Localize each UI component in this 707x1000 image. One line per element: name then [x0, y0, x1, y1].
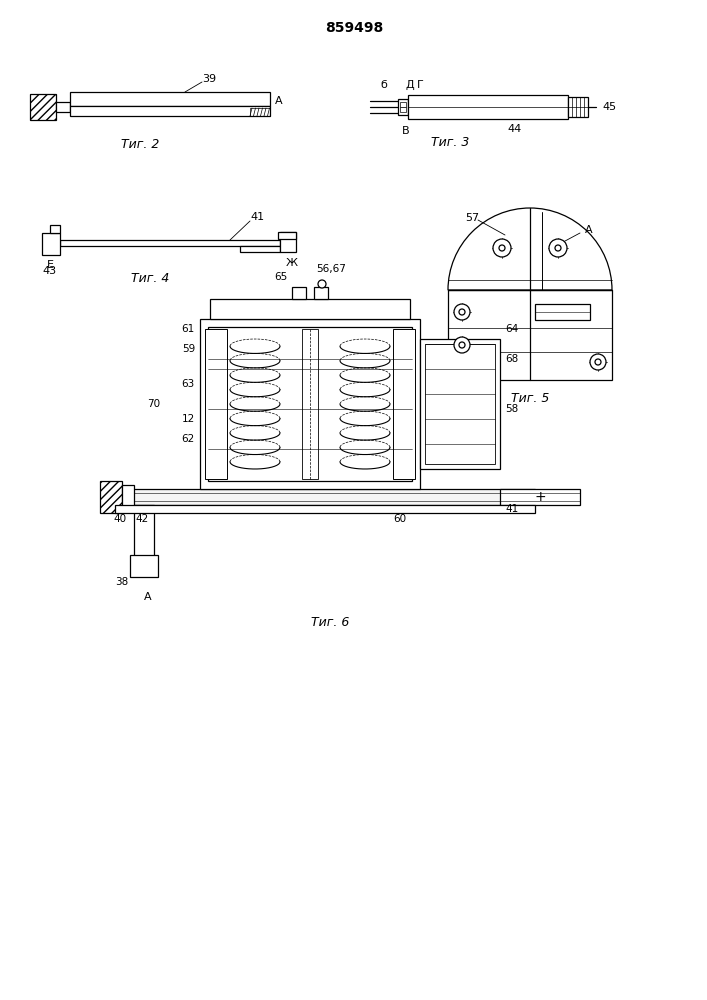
Text: Τиг. 6: Τиг. 6 — [311, 615, 349, 629]
Bar — [134, 505, 154, 557]
Text: 12: 12 — [182, 414, 195, 424]
Circle shape — [499, 245, 505, 251]
Text: Ж: Ж — [286, 258, 298, 268]
Text: В: В — [402, 126, 410, 136]
Text: 68: 68 — [505, 354, 518, 364]
Bar — [280, 232, 296, 252]
Bar — [240, 246, 280, 252]
Circle shape — [318, 280, 326, 288]
Bar — [200, 319, 420, 489]
Bar — [50, 225, 60, 233]
Circle shape — [595, 359, 601, 365]
Text: 70: 70 — [147, 399, 160, 409]
Bar — [278, 232, 296, 239]
Text: Τиг. 3: Τиг. 3 — [431, 136, 469, 149]
Circle shape — [454, 337, 470, 353]
Bar — [250, 108, 270, 116]
Circle shape — [493, 239, 511, 257]
Text: 64: 64 — [505, 324, 518, 334]
Text: 56,67: 56,67 — [316, 264, 346, 274]
Bar — [130, 555, 158, 577]
Text: Τиг. 4: Τиг. 4 — [131, 272, 169, 286]
Text: 41: 41 — [251, 212, 265, 222]
Bar — [60, 240, 280, 246]
Bar — [210, 299, 410, 319]
Text: 65: 65 — [275, 272, 288, 282]
Text: 45: 45 — [602, 102, 616, 112]
Bar — [400, 102, 406, 107]
Circle shape — [590, 354, 606, 370]
Text: 39: 39 — [202, 74, 216, 84]
Bar — [115, 505, 535, 513]
Bar — [70, 92, 270, 106]
Text: 40: 40 — [113, 514, 127, 524]
Bar — [302, 329, 318, 479]
Bar — [70, 106, 270, 116]
Bar — [208, 327, 412, 481]
Circle shape — [454, 304, 470, 320]
Bar — [56, 102, 70, 112]
Text: E: E — [47, 260, 54, 270]
Circle shape — [555, 245, 561, 251]
Bar — [314, 287, 328, 299]
Text: 41: 41 — [505, 504, 518, 514]
Text: 38: 38 — [115, 577, 128, 587]
Bar — [42, 233, 60, 255]
Circle shape — [459, 309, 465, 315]
Text: Τиг. 2: Τиг. 2 — [121, 138, 159, 151]
Text: A: A — [585, 225, 592, 235]
Text: 42: 42 — [135, 514, 148, 524]
Bar — [292, 287, 306, 299]
Text: 859498: 859498 — [325, 21, 383, 35]
Circle shape — [459, 342, 465, 348]
Bar — [500, 489, 580, 505]
Bar — [400, 107, 406, 112]
Text: 61: 61 — [182, 324, 195, 334]
Bar — [122, 485, 134, 509]
Bar — [398, 99, 408, 115]
Text: 60: 60 — [393, 514, 407, 524]
Bar — [420, 339, 500, 469]
Bar — [115, 489, 535, 505]
Text: 59: 59 — [182, 344, 195, 354]
Text: Г: Г — [416, 80, 423, 90]
Bar — [535, 304, 590, 320]
Text: 62: 62 — [182, 434, 195, 444]
Circle shape — [549, 239, 567, 257]
Text: A: A — [275, 96, 283, 106]
Bar — [408, 95, 568, 119]
Text: Д: Д — [406, 80, 414, 90]
Bar — [205, 329, 227, 479]
Bar — [30, 94, 56, 120]
Bar — [100, 481, 122, 513]
Text: 44: 44 — [508, 124, 522, 134]
Bar — [568, 97, 588, 117]
Text: 43: 43 — [42, 266, 56, 276]
Bar — [393, 329, 415, 479]
Text: б: б — [380, 80, 387, 90]
Text: A: A — [144, 592, 152, 602]
Text: 63: 63 — [182, 379, 195, 389]
Text: Τиг. 5: Τиг. 5 — [511, 391, 549, 404]
Bar — [425, 344, 495, 464]
Bar — [448, 290, 612, 380]
Text: 58: 58 — [505, 404, 518, 414]
Text: +: + — [534, 490, 546, 504]
Text: 57: 57 — [465, 213, 479, 223]
